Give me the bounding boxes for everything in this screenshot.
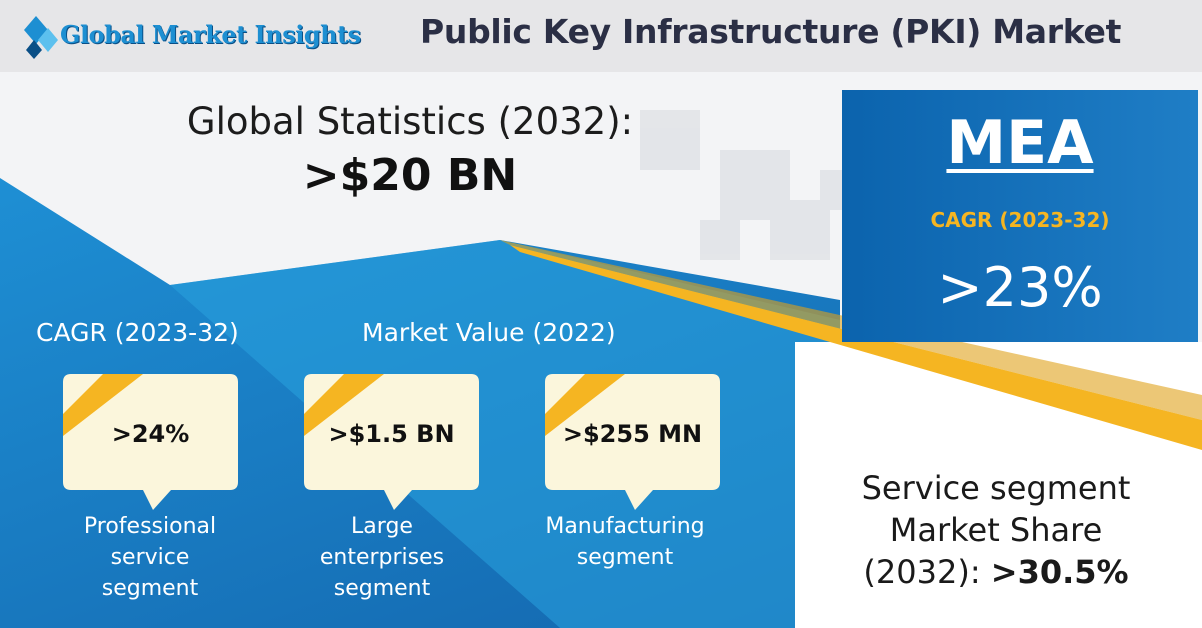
region-cagr-value: >23% <box>937 256 1103 319</box>
stat-bubble-professional: >24% <box>63 374 238 510</box>
speech-bubble-shape <box>545 374 720 510</box>
caption-line: Large <box>351 514 413 539</box>
bubble-value: >24% <box>111 420 190 448</box>
caption-line: enterprises <box>319 545 445 570</box>
logo-text: Global Market Insights <box>60 20 361 49</box>
caption-line: segment <box>101 576 199 601</box>
region-name: MEA <box>946 108 1094 178</box>
caption-large-enterprises: Large enterprises segment <box>292 511 472 604</box>
speech-bubble-shape <box>63 374 238 510</box>
caption-manufacturing: Manufacturing segment <box>520 511 730 573</box>
stat-bubble-manufacturing: >$255 MN <box>545 374 720 510</box>
speech-bubble-shape <box>304 374 479 510</box>
caption-line: Manufacturing <box>545 514 705 539</box>
region-panel: MEA CAGR (2023-32) >23% <box>842 90 1198 342</box>
market-value-section-label: Market Value (2022) <box>362 318 616 347</box>
service-share-line1: Service segment <box>861 469 1131 507</box>
bubble-value: >$255 MN <box>562 420 703 448</box>
cagr-section-label: CAGR (2023-32) <box>36 318 239 347</box>
global-stats-label: Global Statistics (2032): <box>186 100 634 143</box>
region-cagr-label: CAGR (2023-32) <box>930 208 1110 232</box>
header-bar: Global Market Insights Public Key Infras… <box>0 0 1202 72</box>
service-share-line3: (2032): >30.5% <box>800 551 1192 593</box>
service-share-year: (2032): <box>863 553 991 591</box>
caption-professional: Professional service segment <box>50 511 250 604</box>
service-share-text: Service segment Market Share (2032): >30… <box>800 467 1192 593</box>
page-title: Public Key Infrastructure (PKI) Market <box>420 12 1122 51</box>
logo: Global Market Insights <box>22 10 372 62</box>
service-share-value: >30.5% <box>990 553 1129 591</box>
service-share-line2: Market Share <box>889 511 1103 549</box>
caption-line: segment <box>333 576 431 601</box>
logo-diamond-icon <box>24 16 58 59</box>
stat-bubble-large-enterprises: >$1.5 BN <box>304 374 479 510</box>
caption-line: Professional <box>83 514 217 539</box>
bubble-value: >$1.5 BN <box>328 420 455 448</box>
global-stats-value: >$20 BN <box>302 150 518 201</box>
caption-line: segment <box>576 545 674 570</box>
caption-line: service <box>110 545 190 570</box>
